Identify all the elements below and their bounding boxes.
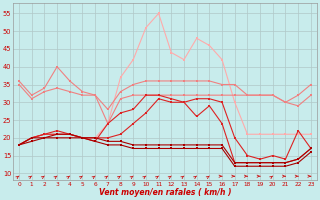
X-axis label: Vent moyen/en rafales ( km/h ): Vent moyen/en rafales ( km/h ) xyxy=(99,188,231,197)
